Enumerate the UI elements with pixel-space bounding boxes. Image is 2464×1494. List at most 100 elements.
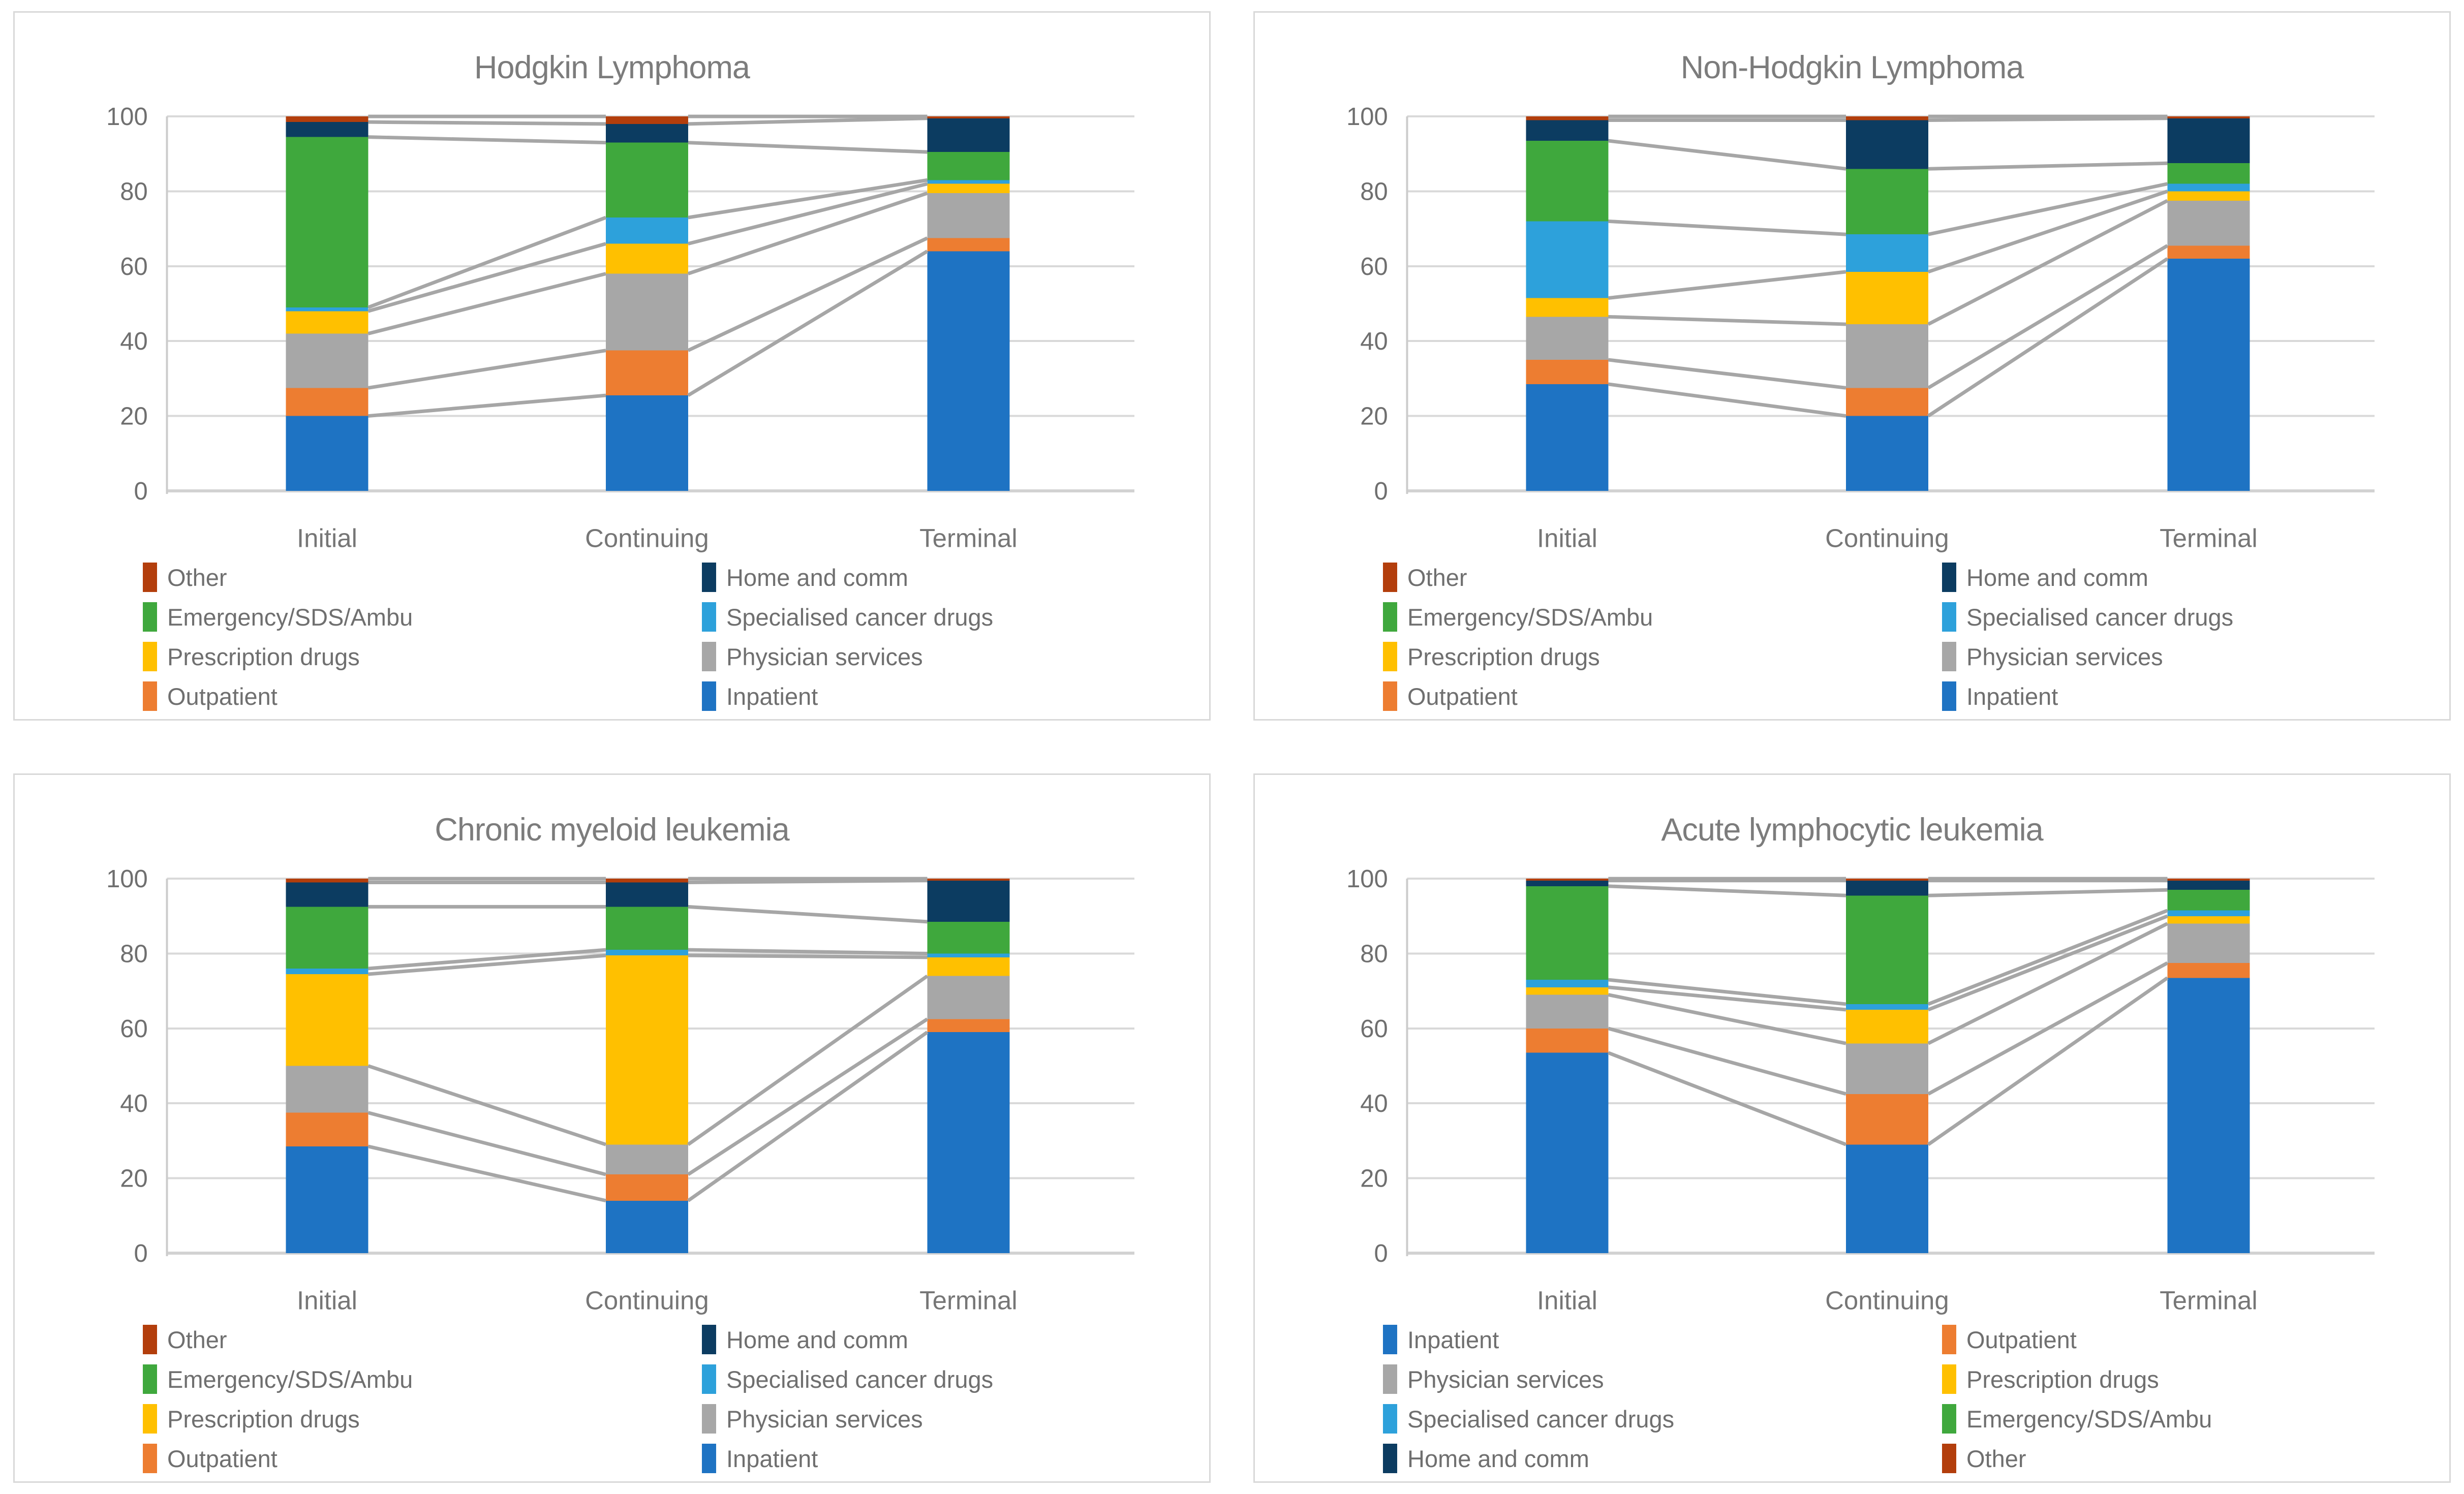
bar-segment (1526, 886, 1609, 980)
legend-label: Specialised cancer drugs (726, 603, 994, 631)
legend-label: Prescription drugs (1966, 1365, 2159, 1393)
legend-label: Home and comm (1966, 564, 2148, 591)
connector-line (687, 974, 929, 1146)
legend-swatch (143, 681, 157, 711)
connector-line (1608, 1051, 1847, 1146)
connector-line (1927, 199, 2169, 326)
connector-line (687, 250, 929, 397)
connector-line (688, 141, 928, 154)
bar-segment (2167, 978, 2250, 1253)
legend-row: Inpatient Outpatient (1255, 1320, 2449, 1359)
y-tick-label: 0 (134, 1240, 148, 1267)
legend-item: Outpatient (1383, 681, 1942, 711)
y-tick-label: 40 (1360, 1090, 1388, 1117)
legend-item: Inpatient (702, 681, 1209, 711)
connector-line (1608, 139, 1846, 171)
connector-line (688, 905, 928, 924)
legend-label: Home and comm (1407, 1445, 1589, 1472)
legend-swatch (702, 1444, 716, 1473)
bar-segment (1526, 360, 1609, 384)
legend-item: Prescription drugs (1942, 1364, 2449, 1394)
bar-segment (1846, 1010, 1928, 1044)
connector-line (368, 948, 606, 971)
legend-item: Outpatient (143, 681, 702, 711)
bar-segment (2167, 200, 2250, 246)
legend-swatch (1942, 602, 1956, 632)
legend-label: Outpatient (167, 682, 278, 710)
bar-segment (1846, 879, 1928, 881)
legend-label: Specialised cancer drugs (1407, 1405, 1675, 1433)
legend-label: Emergency/SDS/Ambu (1407, 603, 1653, 631)
x-category-label: Initial (1537, 1286, 1597, 1315)
bar-segment (2167, 163, 2250, 184)
connector-line (1928, 161, 2168, 171)
bar-segment (1526, 384, 1609, 491)
legend-row: Emergency/SDS/Ambu Specialised cancer dru… (15, 1359, 1209, 1399)
legend-swatch (1383, 681, 1397, 711)
connector-line (687, 236, 928, 352)
connector-line (1608, 219, 1846, 236)
legend-swatch (1942, 1364, 1956, 1394)
chart-title: Acute lymphocytic leukemia (1661, 812, 2043, 848)
legend-item: Emergency/SDS/Ambu (1383, 602, 1942, 632)
connector-line (367, 349, 606, 390)
bar-segment (2167, 183, 2250, 192)
connector-line (1927, 961, 2169, 1096)
bar-segment (2167, 118, 2250, 164)
connector-line (1608, 884, 1846, 897)
legend-row: Outpatient Inpatient (1255, 676, 2449, 716)
bar-segment (1846, 1094, 1928, 1145)
connector-line (687, 1017, 929, 1176)
legend-swatch (1942, 681, 1956, 711)
legend-swatch (143, 1364, 157, 1394)
legend-swatch (1942, 1325, 1956, 1354)
legend-item: Specialised cancer drugs (702, 602, 1209, 632)
legend-label: Inpatient (1966, 682, 2058, 710)
connector-line (367, 215, 607, 309)
bar-segment (1846, 895, 1928, 1004)
connector-line (1928, 116, 2168, 122)
connector-line (687, 191, 928, 275)
legend-swatch (1383, 1364, 1397, 1394)
stacked-bar-plot: 0 20 40 60 80 100 Initial Continuing Terminal (106, 103, 1135, 552)
connector-line (1927, 909, 2168, 1006)
bar-segment (286, 882, 368, 907)
bar-segment (927, 238, 1010, 252)
legend-item: Emergency/SDS/Ambu (1942, 1404, 2449, 1434)
legend-swatch (1383, 1325, 1397, 1354)
x-category-label: Terminal (919, 1286, 1018, 1315)
legend-label: Other (1966, 1445, 2026, 1472)
y-tick-label: 60 (120, 1015, 147, 1043)
legend-label: Other (167, 1326, 227, 1353)
bar-segment (927, 880, 1010, 922)
bar-segment (2167, 259, 2250, 491)
legend-label: Specialised cancer drugs (726, 1365, 994, 1393)
bar-segment (286, 388, 368, 416)
y-tick-label: 60 (1360, 253, 1388, 281)
legend-swatch (1942, 563, 1956, 592)
bar-segment (606, 243, 688, 274)
legend-swatch (1383, 1404, 1397, 1434)
bar-segment (927, 976, 1010, 1019)
legend-item: Home and comm (1383, 1444, 1942, 1473)
legend-swatch (702, 602, 716, 632)
x-category-label: Initial (297, 1286, 357, 1315)
bar-segment (2167, 923, 2250, 963)
connector-line (368, 120, 606, 126)
legend-label: Other (1407, 564, 1467, 591)
legend-row: Other Home and comm (15, 557, 1209, 597)
bar-segment (1526, 1052, 1609, 1253)
legend-label: Inpatient (726, 682, 818, 710)
connector-line (688, 178, 928, 220)
legend-label: Inpatient (1407, 1326, 1499, 1353)
legend-item: Other (143, 1325, 702, 1354)
connector-line (367, 1111, 606, 1176)
bar-segment (2167, 916, 2250, 924)
legend-swatch (702, 681, 716, 711)
legend-label: Outpatient (167, 1445, 278, 1472)
connector-line (1608, 315, 1846, 326)
bar-segment (1846, 271, 1928, 325)
bar-segment (2167, 191, 2250, 201)
bar-segment (1846, 388, 1928, 416)
legend-item: Outpatient (1942, 1325, 2449, 1354)
